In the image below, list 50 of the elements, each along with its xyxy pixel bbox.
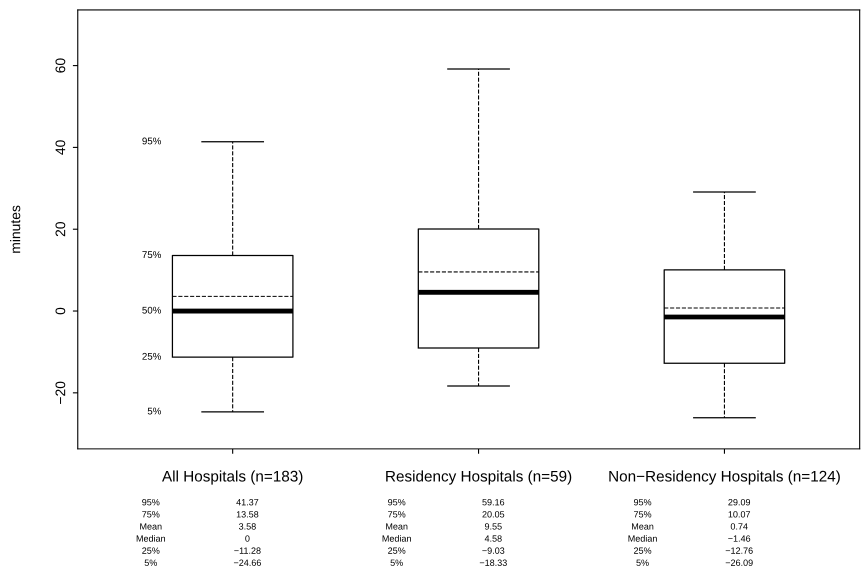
text: 5% [390,560,403,566]
text: 25% [634,547,652,554]
text: 9.55 [484,523,502,530]
text: −1.46 [728,535,750,542]
y-tick-label: 60 [55,58,66,73]
text: 4.58 [484,535,502,542]
annotation: 75% [142,251,162,258]
text: 95% [388,499,406,506]
text: 25% [142,547,160,554]
annotation: 5% [148,408,162,415]
text: Median [628,535,657,542]
x-tick-label: Non−Residency Hospitals (n=124) [609,470,840,485]
text: 20.05 [482,511,504,518]
text: 95% [142,499,160,506]
y-tick-label: 0 [55,308,66,314]
text: −12.76 [726,547,753,554]
text: 5% [636,560,649,566]
text: 13.58 [236,511,258,518]
annotation: 50% [142,306,162,314]
x-tick-label: All Hospitals (n=183) [162,470,302,485]
text: 29.09 [728,499,750,506]
text: 75% [142,511,160,518]
text: 41.37 [236,499,258,506]
y-tick-label: −20 [55,382,66,404]
x-tick-label: Residency Hospitals (n=59) [386,470,572,485]
text: −18.33 [480,560,507,566]
text: Mean [632,523,654,530]
annotation: 95% [142,138,162,144]
text: −26.09 [726,560,753,566]
text: 59.16 [482,499,504,506]
y-axis-title: minutes [10,206,20,253]
text: 25% [388,547,406,554]
text: 95% [634,499,652,506]
text: Mean [386,523,408,530]
text: 75% [634,511,652,518]
text: 0.74 [730,523,748,530]
text: Median [136,535,166,542]
text: Median [382,535,411,542]
text: 5% [144,560,157,566]
text: −24.66 [234,560,261,566]
text: −9.03 [482,547,504,554]
text: −11.28 [234,547,261,554]
text: Mean [140,523,162,530]
text: 75% [388,511,406,518]
text: 10.07 [728,511,750,518]
text: 3.58 [238,523,256,530]
y-tick-label: 40 [55,140,66,155]
annotation: 25% [142,352,162,360]
y-tick-label: 20 [55,222,66,236]
text: 0 [245,535,250,542]
